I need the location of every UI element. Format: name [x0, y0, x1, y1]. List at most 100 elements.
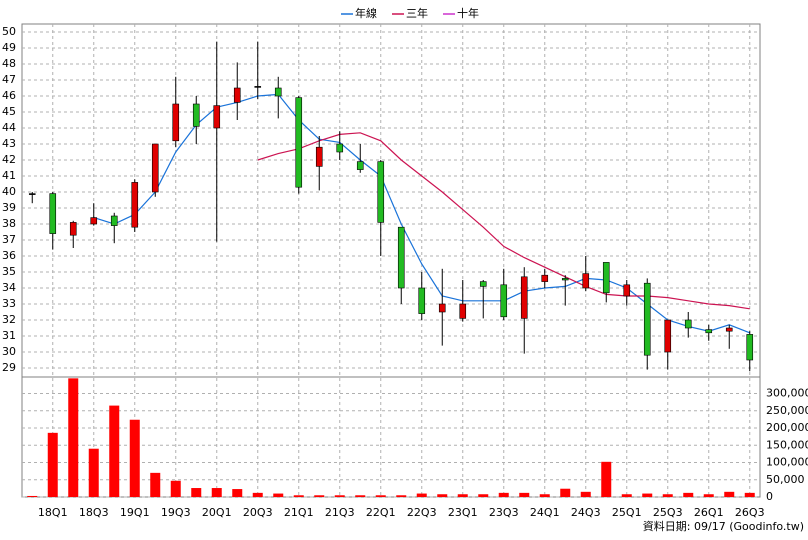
- candle-body: [541, 274, 549, 282]
- volume-bar: [396, 495, 407, 497]
- candle-body: [356, 161, 364, 170]
- x-tick-label: 18Q1: [38, 506, 68, 519]
- y-tick-label: 45: [2, 105, 16, 118]
- x-tick-label: 25Q3: [653, 506, 683, 519]
- x-tick-label: 22Q1: [366, 506, 396, 519]
- candle-body: [643, 282, 651, 356]
- x-tick-label: 21Q3: [325, 506, 355, 519]
- candle-body: [151, 143, 159, 193]
- y-tick-label: 41: [2, 169, 16, 182]
- candle-body: [213, 105, 221, 129]
- candle-body: [28, 193, 36, 195]
- volume-bar: [724, 491, 735, 497]
- volume-bar: [211, 488, 222, 497]
- y-tick-label: 46: [2, 89, 16, 102]
- x-tick-label: 22Q3: [407, 506, 437, 519]
- candle-body: [397, 226, 405, 289]
- candle-body: [479, 281, 487, 287]
- volume-bar: [621, 494, 632, 497]
- volume-bar: [170, 480, 181, 497]
- volume-bar: [334, 495, 345, 497]
- candle-body: [725, 327, 733, 332]
- volume-bar: [191, 488, 202, 497]
- x-tick-label: 19Q3: [161, 506, 191, 519]
- candle-body: [561, 278, 569, 281]
- candle-body: [315, 146, 323, 167]
- y-tick-label: 39: [2, 201, 16, 214]
- legend: 年線 三年 十年: [341, 6, 479, 20]
- candle-body: [90, 217, 98, 225]
- y2-tick-label: 200,000: [766, 421, 808, 434]
- y-tick-label: 50: [2, 25, 16, 38]
- volume-bar: [580, 491, 591, 497]
- y-tick-label: 29: [2, 361, 16, 374]
- x-tick-label: 26Q1: [694, 506, 724, 519]
- y-tick-label: 35: [2, 265, 16, 278]
- y2-tick-label: 100,000: [766, 456, 808, 469]
- x-tick-label: 25Q1: [612, 506, 642, 519]
- y-tick-label: 49: [2, 41, 16, 54]
- x-tick-label: 18Q3: [79, 506, 109, 519]
- candle-body: [110, 215, 118, 226]
- y-tick-label: 31: [2, 329, 16, 342]
- volume-bar: [129, 419, 140, 497]
- volume-bar: [88, 448, 99, 497]
- y-tick-label: 40: [2, 185, 16, 198]
- candle-body: [623, 284, 631, 297]
- x-tick-label: 26Q3: [735, 506, 765, 519]
- candle-body: [500, 284, 508, 318]
- x-tick-label: 23Q3: [489, 506, 519, 519]
- line-series: [93, 93, 750, 334]
- volume-bar: [355, 495, 366, 497]
- candle-body: [254, 86, 262, 88]
- x-tick-label: 19Q1: [120, 506, 150, 519]
- x-tick-label: 20Q1: [202, 506, 232, 519]
- volume-bar: [642, 493, 653, 497]
- plot-frame: [21, 23, 761, 498]
- candle-body: [664, 319, 672, 353]
- volume-bar: [601, 461, 612, 497]
- volume-bar: [703, 494, 714, 497]
- volume-bar: [683, 492, 694, 497]
- y2-tick-label: 300,000: [766, 387, 808, 400]
- volume-bar: [293, 495, 304, 497]
- volume-bar: [68, 378, 79, 497]
- y2-tick-label: 150,000: [766, 438, 808, 451]
- x-tick-label: 23Q1: [448, 506, 478, 519]
- candle-body: [418, 287, 426, 314]
- candle-body: [520, 276, 528, 319]
- candle-body: [336, 143, 344, 153]
- candle-body: [705, 329, 713, 334]
- volume-bar: [662, 494, 673, 497]
- y-tick-label: 43: [2, 137, 16, 150]
- volume-bar: [273, 493, 284, 497]
- legend-label: 十年: [457, 6, 479, 20]
- volume-bar: [744, 492, 755, 497]
- y-tick-label: 38: [2, 217, 16, 230]
- volume-bar: [416, 493, 427, 497]
- footer: 資料日期: 09/17 (Goodinfo.tw): [643, 519, 804, 533]
- x-tick-label: 24Q3: [571, 506, 601, 519]
- y-tick-label: 36: [2, 249, 16, 262]
- candle-body: [684, 319, 692, 329]
- volume-bar: [478, 494, 489, 497]
- y-tick-label: 34: [2, 281, 16, 294]
- y-tick-label: 37: [2, 233, 16, 246]
- candle-body: [131, 182, 139, 228]
- volume-bar: [314, 495, 325, 497]
- candle-body: [438, 303, 446, 313]
- volume-bar: [252, 492, 263, 497]
- candle-body: [582, 273, 590, 289]
- volume-bar: [560, 488, 571, 497]
- candle-body: [233, 87, 241, 103]
- volume-bar: [539, 494, 550, 497]
- candle-body: [377, 161, 385, 223]
- candle-body: [295, 97, 303, 188]
- volume-bar: [457, 494, 468, 497]
- candle-body: [602, 262, 610, 294]
- x-tick-label: 21Q1: [284, 506, 314, 519]
- legend-label: 三年: [406, 6, 428, 20]
- candle-body: [459, 303, 467, 319]
- x-tick-label: 24Q1: [530, 506, 560, 519]
